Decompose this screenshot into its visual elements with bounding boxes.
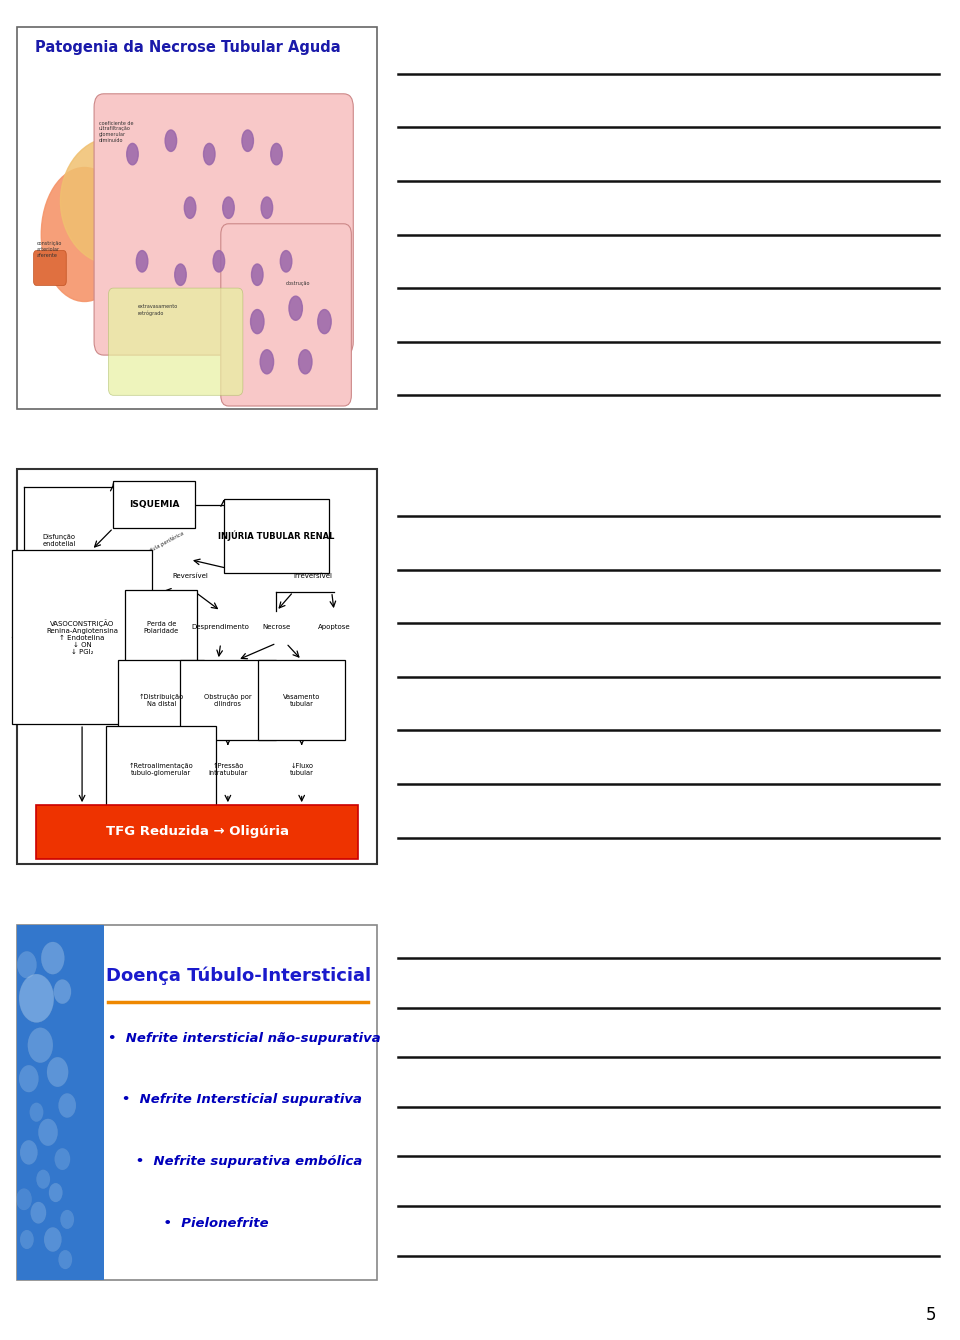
Circle shape bbox=[38, 1119, 58, 1146]
Text: 5: 5 bbox=[925, 1306, 936, 1324]
FancyBboxPatch shape bbox=[107, 726, 217, 813]
Circle shape bbox=[16, 1189, 32, 1210]
FancyBboxPatch shape bbox=[17, 469, 377, 864]
Circle shape bbox=[20, 1140, 37, 1164]
Circle shape bbox=[54, 980, 71, 1004]
Text: obstrução: obstrução bbox=[286, 281, 311, 287]
Text: •  Nefrite Intersticial supurativa: • Nefrite Intersticial supurativa bbox=[108, 1093, 363, 1107]
Ellipse shape bbox=[204, 143, 215, 165]
FancyBboxPatch shape bbox=[12, 549, 152, 724]
FancyBboxPatch shape bbox=[180, 661, 276, 741]
Text: constrição
arteriolar
aferente: constrição arteriolar aferente bbox=[36, 241, 61, 257]
Ellipse shape bbox=[175, 264, 186, 285]
Circle shape bbox=[44, 1227, 61, 1252]
Text: ↑Retroalimentação
tubulo-glomerular: ↑Retroalimentação tubulo-glomerular bbox=[129, 762, 194, 776]
Text: Necrose: Necrose bbox=[262, 624, 291, 630]
Circle shape bbox=[59, 1093, 76, 1118]
Text: ISQUEMIA: ISQUEMIA bbox=[129, 500, 180, 509]
FancyBboxPatch shape bbox=[94, 94, 353, 355]
Circle shape bbox=[41, 942, 64, 974]
FancyBboxPatch shape bbox=[34, 251, 66, 285]
FancyBboxPatch shape bbox=[17, 27, 377, 409]
Ellipse shape bbox=[41, 168, 128, 302]
Ellipse shape bbox=[165, 130, 177, 151]
Ellipse shape bbox=[299, 350, 312, 374]
FancyBboxPatch shape bbox=[108, 288, 243, 395]
Circle shape bbox=[60, 1210, 74, 1229]
Text: Doença Túbulo-Intersticial: Doença Túbulo-Intersticial bbox=[106, 966, 371, 985]
Circle shape bbox=[28, 1028, 53, 1063]
Text: INJÚRIA TUBULAR RENAL: INJÚRIA TUBULAR RENAL bbox=[218, 531, 335, 541]
Text: coeficiente de
ultrafiltração
glomerular
diminuído: coeficiente de ultrafiltração glomerular… bbox=[99, 121, 133, 143]
FancyBboxPatch shape bbox=[17, 925, 377, 1280]
Text: ↑Distribuição
Na distal: ↑Distribuição Na distal bbox=[138, 694, 184, 706]
Circle shape bbox=[36, 1170, 50, 1189]
Circle shape bbox=[17, 951, 36, 978]
Circle shape bbox=[55, 1148, 70, 1170]
Text: ↓Fluxo
tubular: ↓Fluxo tubular bbox=[290, 762, 314, 776]
Ellipse shape bbox=[252, 264, 263, 285]
FancyBboxPatch shape bbox=[113, 481, 195, 528]
Text: •  Nefrite intersticial não-supurativa: • Nefrite intersticial não-supurativa bbox=[108, 1032, 381, 1045]
Ellipse shape bbox=[184, 197, 196, 218]
Text: Perda de
Polaridade: Perda de Polaridade bbox=[144, 620, 179, 634]
Ellipse shape bbox=[136, 251, 148, 272]
Circle shape bbox=[49, 1183, 62, 1202]
Ellipse shape bbox=[271, 143, 282, 165]
Text: Irreversível: Irreversível bbox=[293, 572, 332, 579]
Ellipse shape bbox=[251, 310, 264, 334]
Ellipse shape bbox=[242, 130, 253, 151]
FancyBboxPatch shape bbox=[221, 224, 351, 406]
Text: extravasamento
retrógrado: extravasamento retrógrado bbox=[137, 304, 178, 316]
Circle shape bbox=[19, 1065, 38, 1092]
Ellipse shape bbox=[280, 251, 292, 272]
Text: •  Nefrite supurativa embólica: • Nefrite supurativa embólica bbox=[108, 1155, 363, 1168]
FancyBboxPatch shape bbox=[118, 661, 204, 741]
FancyBboxPatch shape bbox=[125, 590, 198, 665]
Circle shape bbox=[30, 1103, 43, 1122]
Circle shape bbox=[31, 1202, 46, 1223]
Ellipse shape bbox=[260, 350, 274, 374]
Circle shape bbox=[47, 1057, 68, 1087]
Text: Apoptose: Apoptose bbox=[318, 624, 350, 630]
Circle shape bbox=[20, 1230, 34, 1249]
Ellipse shape bbox=[60, 138, 166, 265]
Circle shape bbox=[59, 1250, 72, 1269]
Text: Desprendimento: Desprendimento bbox=[192, 624, 250, 630]
FancyBboxPatch shape bbox=[224, 500, 329, 574]
Text: Vasamento
tubular: Vasamento tubular bbox=[283, 694, 321, 706]
Text: ↓O₂ reduzido para medula periférica: ↓O₂ reduzido para medula periférica bbox=[96, 531, 185, 582]
FancyBboxPatch shape bbox=[258, 661, 345, 741]
Text: TFG Reduzida → Oligúria: TFG Reduzida → Oligúria bbox=[106, 825, 289, 839]
Ellipse shape bbox=[318, 310, 331, 334]
FancyBboxPatch shape bbox=[36, 805, 358, 859]
Ellipse shape bbox=[213, 251, 225, 272]
Text: ↑Pressão
intratubular: ↑Pressão intratubular bbox=[208, 762, 248, 776]
FancyBboxPatch shape bbox=[17, 925, 104, 1280]
Text: Disfunção
endotelial: Disfunção endotelial bbox=[42, 533, 76, 547]
Circle shape bbox=[19, 974, 54, 1022]
Text: Patogenia da Necrose Tubular Aguda: Patogenia da Necrose Tubular Aguda bbox=[35, 40, 340, 55]
Text: Obstrução por
cilindros: Obstrução por cilindros bbox=[204, 694, 252, 706]
Ellipse shape bbox=[261, 197, 273, 218]
Ellipse shape bbox=[127, 143, 138, 165]
Text: VASOCONSTRIÇÃO
Renina-Angiotensina
↑ Endotelina
↓ ON
↓ PGI₂: VASOCONSTRIÇÃO Renina-Angiotensina ↑ End… bbox=[46, 619, 118, 655]
Ellipse shape bbox=[289, 296, 302, 320]
Ellipse shape bbox=[223, 197, 234, 218]
Text: •  Pielonefrite: • Pielonefrite bbox=[108, 1217, 269, 1230]
Text: Reversível: Reversível bbox=[172, 572, 208, 579]
